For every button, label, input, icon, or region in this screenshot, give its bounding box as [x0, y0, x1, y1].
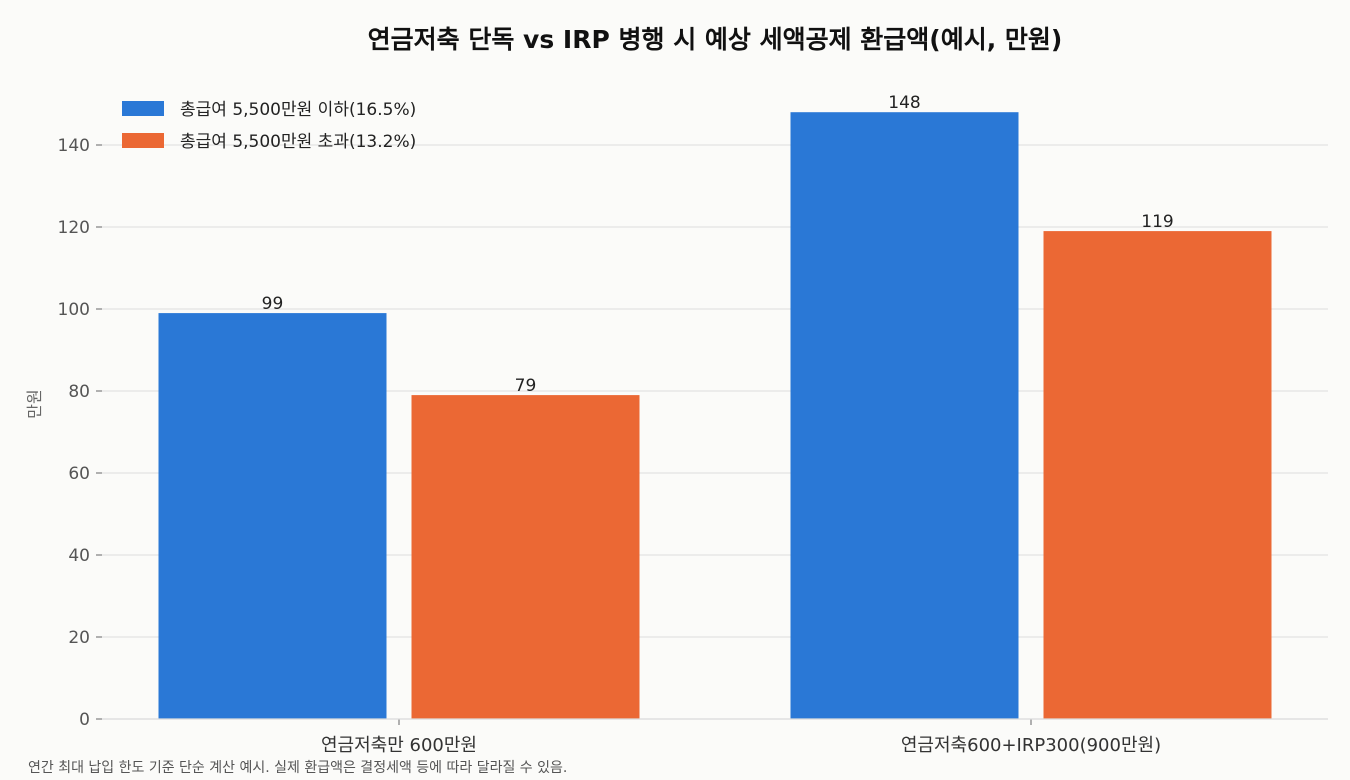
legend-swatch	[122, 101, 164, 116]
y-tick-label: 60	[68, 464, 90, 484]
legend-label: 총급여 5,500만원 초과(13.2%)	[180, 132, 416, 152]
legend-label: 총급여 5,500만원 이하(16.5%)	[180, 100, 416, 120]
y-tick-label: 80	[68, 382, 90, 402]
bars	[158, 112, 1272, 719]
y-tick-label: 40	[68, 546, 90, 566]
bar	[411, 395, 640, 719]
footnote: 연간 최대 납입 한도 기준 단순 계산 예시. 실제 환급액은 결정세액 등에…	[28, 760, 567, 776]
y-tick-label: 120	[58, 218, 90, 238]
y-tick-label: 140	[58, 136, 90, 156]
y-axis-label: 만원	[25, 389, 44, 418]
data-label: 119	[1141, 212, 1173, 232]
bar	[1043, 231, 1272, 719]
data-label: 99	[262, 294, 284, 314]
chart-title: 연금저축 단독 vs IRP 병행 시 예상 세액공제 환급액(예시, 만원)	[368, 25, 1063, 54]
legend: 총급여 5,500만원 이하(16.5%) 총급여 5,500만원 초과(13.2…	[122, 100, 416, 152]
x-tick-label: 연금저축만 600만원	[321, 735, 477, 756]
bar	[790, 112, 1019, 719]
data-label: 79	[515, 376, 537, 396]
legend-swatch	[122, 133, 164, 148]
bar	[158, 313, 387, 719]
y-tick-label: 20	[68, 628, 90, 648]
y-tick-label: 0	[79, 710, 90, 730]
y-axis: 0 20 40 60 80 100 120 140	[58, 136, 102, 730]
x-axis: 연금저축만 600만원 연금저축600+IRP300(900만원)	[102, 718, 1328, 756]
y-tick-label: 100	[58, 300, 90, 320]
data-labels: 99 79 148 119	[262, 93, 1174, 396]
data-label: 148	[888, 93, 920, 113]
x-tick-label: 연금저축600+IRP300(900만원)	[901, 735, 1161, 756]
